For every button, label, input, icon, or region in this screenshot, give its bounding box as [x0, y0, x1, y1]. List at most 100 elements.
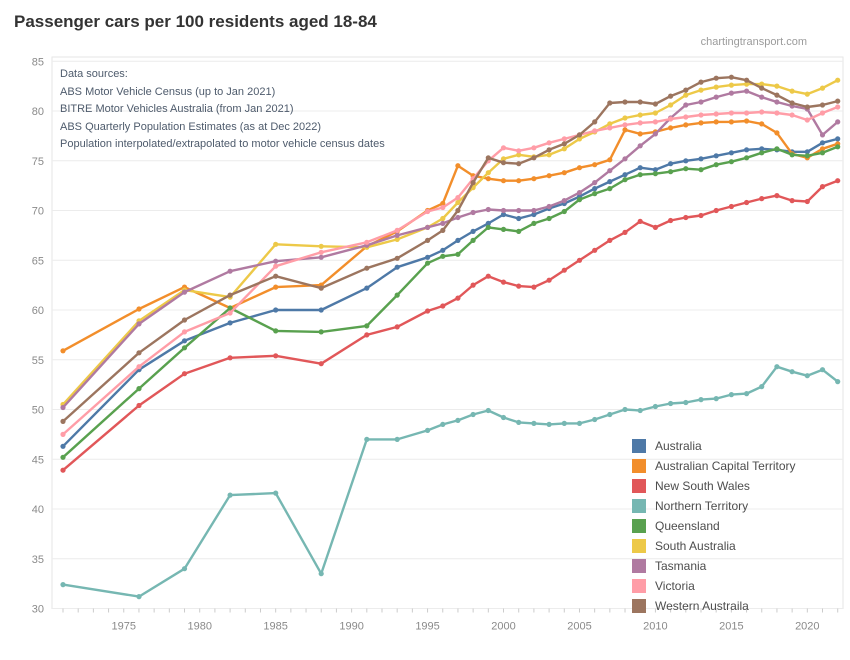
- data-point-marker[interactable]: [819, 140, 826, 146]
- data-point-marker[interactable]: [683, 158, 689, 164]
- data-point-marker[interactable]: [394, 227, 400, 233]
- data-point-marker[interactable]: [273, 307, 279, 313]
- data-point-marker[interactable]: [440, 215, 446, 222]
- data-point-marker[interactable]: [561, 146, 567, 152]
- data-point-marker[interactable]: [425, 208, 431, 215]
- data-point-marker[interactable]: [713, 396, 719, 402]
- data-point-marker[interactable]: [60, 467, 66, 473]
- data-point-marker[interactable]: [637, 218, 643, 224]
- data-point-marker[interactable]: [728, 90, 735, 96]
- series-northern-territory[interactable]: [60, 364, 841, 600]
- data-point-marker[interactable]: [774, 92, 780, 98]
- data-point-marker[interactable]: [273, 284, 279, 290]
- data-point-marker[interactable]: [759, 196, 765, 202]
- legend-item-queensland[interactable]: Queensland: [632, 516, 796, 536]
- data-point-marker[interactable]: [652, 224, 659, 230]
- data-point-marker[interactable]: [440, 200, 446, 207]
- data-point-marker[interactable]: [425, 427, 431, 433]
- data-point-marker[interactable]: [561, 170, 567, 176]
- data-point-marker[interactable]: [622, 172, 628, 178]
- data-point-marker[interactable]: [668, 169, 674, 175]
- data-point-marker[interactable]: [744, 110, 750, 116]
- data-point-marker[interactable]: [181, 317, 188, 323]
- data-point-marker[interactable]: [136, 364, 142, 370]
- legend-item-northern-territory[interactable]: Northern Territory: [632, 496, 796, 516]
- data-point-marker[interactable]: [698, 99, 704, 105]
- data-point-marker[interactable]: [516, 148, 522, 154]
- data-point-marker[interactable]: [546, 277, 552, 283]
- data-point-marker[interactable]: [531, 176, 537, 182]
- data-point-marker[interactable]: [759, 109, 765, 115]
- data-point-marker[interactable]: [744, 155, 750, 161]
- data-point-marker[interactable]: [485, 224, 491, 230]
- legend-item-australian-capital-territory[interactable]: Australian Capital Territory: [632, 456, 796, 476]
- data-point-marker[interactable]: [744, 77, 750, 83]
- data-point-marker[interactable]: [546, 152, 552, 158]
- data-point-marker[interactable]: [318, 329, 324, 335]
- data-point-marker[interactable]: [713, 84, 719, 90]
- data-point-marker[interactable]: [531, 145, 537, 151]
- data-point-marker[interactable]: [181, 289, 188, 295]
- data-point-marker[interactable]: [804, 153, 810, 159]
- data-point-marker[interactable]: [273, 490, 279, 496]
- data-point-marker[interactable]: [576, 165, 583, 171]
- data-point-marker[interactable]: [318, 361, 324, 367]
- data-point-marker[interactable]: [273, 263, 279, 269]
- data-point-marker[interactable]: [683, 214, 689, 221]
- data-point-marker[interactable]: [637, 112, 643, 118]
- data-point-marker[interactable]: [698, 79, 704, 85]
- data-point-marker[interactable]: [60, 454, 66, 460]
- data-point-marker[interactable]: [804, 373, 810, 379]
- data-point-marker[interactable]: [440, 227, 446, 233]
- data-point-marker[interactable]: [516, 152, 522, 158]
- data-point-marker[interactable]: [500, 178, 507, 184]
- data-point-marker[interactable]: [561, 141, 567, 147]
- data-point-marker[interactable]: [546, 215, 552, 222]
- data-point-marker[interactable]: [181, 566, 188, 572]
- data-point-marker[interactable]: [683, 399, 689, 406]
- data-point-marker[interactable]: [789, 198, 795, 204]
- data-point-marker[interactable]: [622, 115, 628, 121]
- data-point-marker[interactable]: [485, 206, 491, 213]
- data-point-marker[interactable]: [181, 338, 188, 344]
- data-point-marker[interactable]: [683, 102, 689, 108]
- data-point-marker[interactable]: [425, 260, 431, 266]
- data-point-marker[interactable]: [759, 150, 765, 156]
- data-point-marker[interactable]: [576, 420, 583, 426]
- series-victoria[interactable]: [60, 104, 841, 437]
- data-point-marker[interactable]: [713, 94, 719, 100]
- data-point-marker[interactable]: [668, 400, 674, 407]
- data-point-marker[interactable]: [500, 156, 507, 162]
- data-point-marker[interactable]: [713, 75, 719, 81]
- data-point-marker[interactable]: [60, 443, 66, 449]
- data-point-marker[interactable]: [440, 204, 446, 211]
- data-point-marker[interactable]: [652, 131, 659, 137]
- data-point-marker[interactable]: [668, 93, 674, 99]
- data-point-marker[interactable]: [470, 411, 476, 418]
- data-point-marker[interactable]: [181, 329, 188, 335]
- data-point-marker[interactable]: [728, 74, 735, 80]
- data-point-marker[interactable]: [455, 207, 461, 214]
- data-point-marker[interactable]: [652, 119, 659, 125]
- data-point-marker[interactable]: [652, 167, 659, 173]
- series-line[interactable]: [61, 105, 839, 436]
- data-point-marker[interactable]: [546, 173, 552, 179]
- data-point-marker[interactable]: [835, 379, 841, 385]
- data-point-marker[interactable]: [819, 132, 826, 138]
- data-point-marker[interactable]: [455, 417, 461, 423]
- data-point-marker[interactable]: [273, 258, 279, 264]
- data-point-marker[interactable]: [440, 220, 446, 226]
- series-australia[interactable]: [60, 136, 841, 449]
- data-point-marker[interactable]: [273, 241, 279, 247]
- data-point-marker[interactable]: [759, 94, 765, 100]
- legend-item-tasmania[interactable]: Tasmania: [632, 556, 796, 576]
- data-point-marker[interactable]: [531, 420, 537, 426]
- data-point-marker[interactable]: [531, 220, 537, 226]
- data-point-marker[interactable]: [637, 120, 643, 126]
- series-line[interactable]: [61, 179, 839, 472]
- series-line[interactable]: [61, 76, 839, 423]
- data-point-marker[interactable]: [531, 207, 537, 214]
- data-point-marker[interactable]: [804, 149, 810, 155]
- data-point-marker[interactable]: [607, 121, 613, 127]
- data-point-marker[interactable]: [364, 265, 370, 271]
